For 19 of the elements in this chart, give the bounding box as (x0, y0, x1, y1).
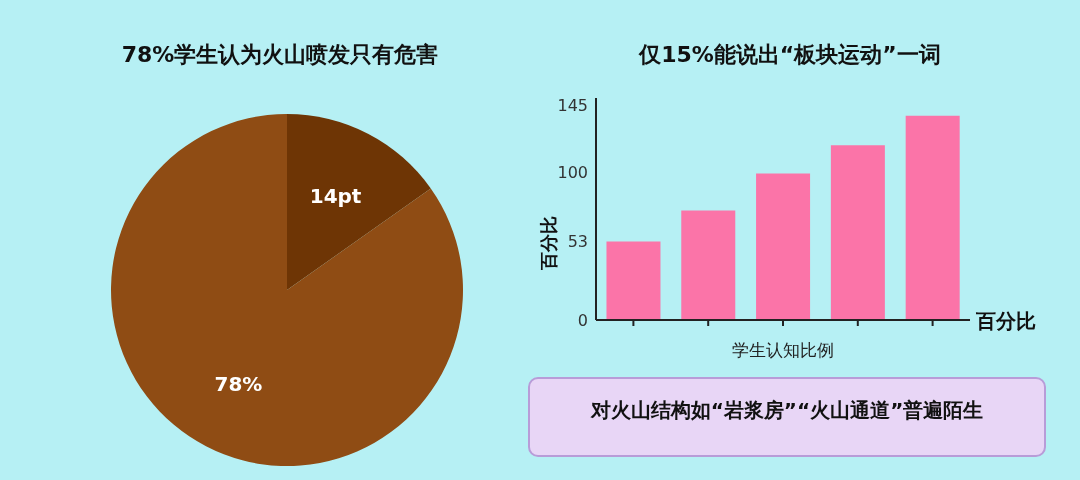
bar (905, 115, 960, 320)
data-label: 14pt (309, 184, 362, 209)
y-axis-title: 百分比 (537, 215, 560, 272)
chart-title: 78%学生认为火山喷发只有危害 (120, 41, 440, 69)
bar (756, 173, 811, 320)
y-tick-label: 100 (557, 162, 588, 182)
y-tick-label: 0 (577, 310, 588, 330)
bar (830, 145, 885, 320)
y-tick-label: 53 (567, 232, 588, 252)
y-tick-label: 145 (557, 96, 588, 116)
data-label: 78% (214, 371, 263, 396)
pie-slice (111, 114, 463, 466)
text: 对火山结构如“岩浆房”“火山通道”普遍陌生 (590, 397, 984, 424)
text: 百分比 (976, 308, 1036, 335)
x-axis-title: 学生认知比例 (732, 340, 834, 360)
bar (681, 210, 736, 320)
pie-slice (287, 114, 431, 290)
bar (606, 241, 661, 320)
chart-title: 仅15%能说出“板块运动”一词 (637, 41, 942, 69)
